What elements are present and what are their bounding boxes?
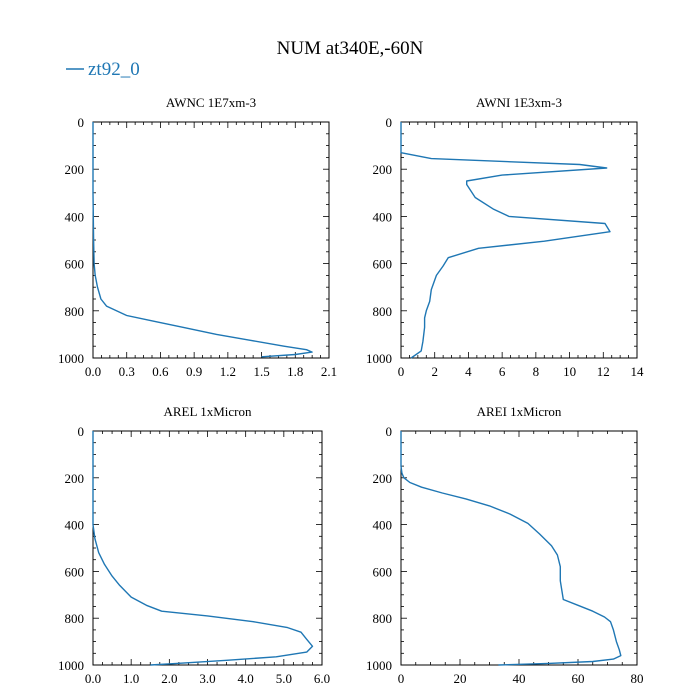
y-tick-label: 0 [78, 424, 85, 439]
y-tick-label: 400 [65, 209, 85, 224]
series-line-zt92_0 [400, 431, 622, 666]
x-tick-label: 60 [572, 671, 585, 686]
x-tick-label: 0 [398, 364, 405, 379]
y-tick-label: 200 [373, 471, 393, 486]
legend-label: zt92_0 [88, 59, 140, 80]
x-tick-label: 80 [631, 671, 644, 686]
x-tick-label: 5.0 [276, 671, 292, 686]
x-tick-label: 4.0 [238, 671, 254, 686]
series-line-zt92_0 [400, 122, 611, 359]
plot-frame [400, 121, 638, 359]
x-tick-label: 14 [631, 364, 645, 379]
panel-title: AWNI 1E3xm-3 [476, 95, 562, 110]
y-tick-label: 600 [373, 257, 393, 272]
y-tick-label: 200 [373, 162, 393, 177]
panel-title: AREI 1xMicron [477, 404, 562, 419]
y-tick-label: 200 [65, 162, 85, 177]
y-tick-label: 0 [78, 115, 85, 130]
y-tick-label: 0 [386, 115, 393, 130]
x-tick-label: 2 [431, 364, 438, 379]
x-tick-label: 0 [398, 671, 405, 686]
x-tick-label: 4 [465, 364, 472, 379]
y-tick-label: 400 [373, 209, 393, 224]
legend: zt92_0 [66, 59, 140, 80]
x-tick-label: 0.3 [119, 364, 135, 379]
y-tick-label: 800 [65, 611, 85, 626]
y-tick-label: 1000 [366, 658, 392, 673]
panel-title: AWNC 1E7xm-3 [166, 95, 256, 110]
y-tick-label: 600 [65, 257, 85, 272]
y-tick-label: 0 [386, 424, 393, 439]
x-tick-label: 0.6 [152, 364, 169, 379]
panel-4: AREI 1xMicron 0 200 400 600 800 1000 0 20 40 60 80 [366, 404, 644, 686]
y-tick-label: 400 [373, 518, 393, 533]
y-tick-label: 800 [65, 304, 85, 319]
x-tick-label: 1.5 [253, 364, 269, 379]
panel-title: AREL 1xMicron [164, 404, 252, 419]
x-tick-label: 0.9 [186, 364, 202, 379]
x-tick-label: 40 [513, 671, 526, 686]
figure-title: NUM at340E,-60N [277, 38, 424, 59]
x-tick-label: 1.2 [220, 364, 236, 379]
panel-2: AWNI 1E3xm-3 0 200 400 600 800 1000 0 2 4 6 8 10 12 14 [366, 95, 644, 379]
x-tick-label: 20 [454, 671, 467, 686]
x-tick-label: 1.0 [123, 671, 139, 686]
y-tick-label: 400 [65, 518, 85, 533]
plot-frame [92, 121, 330, 359]
series-line-zt92_0 [92, 122, 313, 358]
x-tick-label: 12 [597, 364, 610, 379]
x-tick-label: 10 [563, 364, 576, 379]
x-tick-label: 0.0 [85, 364, 101, 379]
plot-frame [400, 430, 638, 666]
plot-frame [92, 430, 323, 666]
series-line-zt92_0 [92, 431, 314, 666]
x-tick-label: 6 [499, 364, 506, 379]
y-tick-label: 1000 [366, 351, 392, 366]
x-tick-label: 2.1 [321, 364, 337, 379]
x-tick-label: 1.8 [287, 364, 303, 379]
y-tick-label: 600 [65, 564, 85, 579]
y-tick-label: 1000 [58, 658, 84, 673]
y-tick-label: 800 [373, 304, 393, 319]
x-tick-label: 0.0 [85, 671, 101, 686]
x-tick-label: 3.0 [199, 671, 215, 686]
x-tick-label: 8 [533, 364, 540, 379]
y-tick-label: 1000 [58, 351, 84, 366]
y-tick-label: 200 [65, 471, 85, 486]
x-tick-label: 6.0 [314, 671, 330, 686]
x-tick-label: 2.0 [161, 671, 177, 686]
y-tick-label: 600 [373, 564, 393, 579]
y-tick-label: 800 [373, 611, 393, 626]
